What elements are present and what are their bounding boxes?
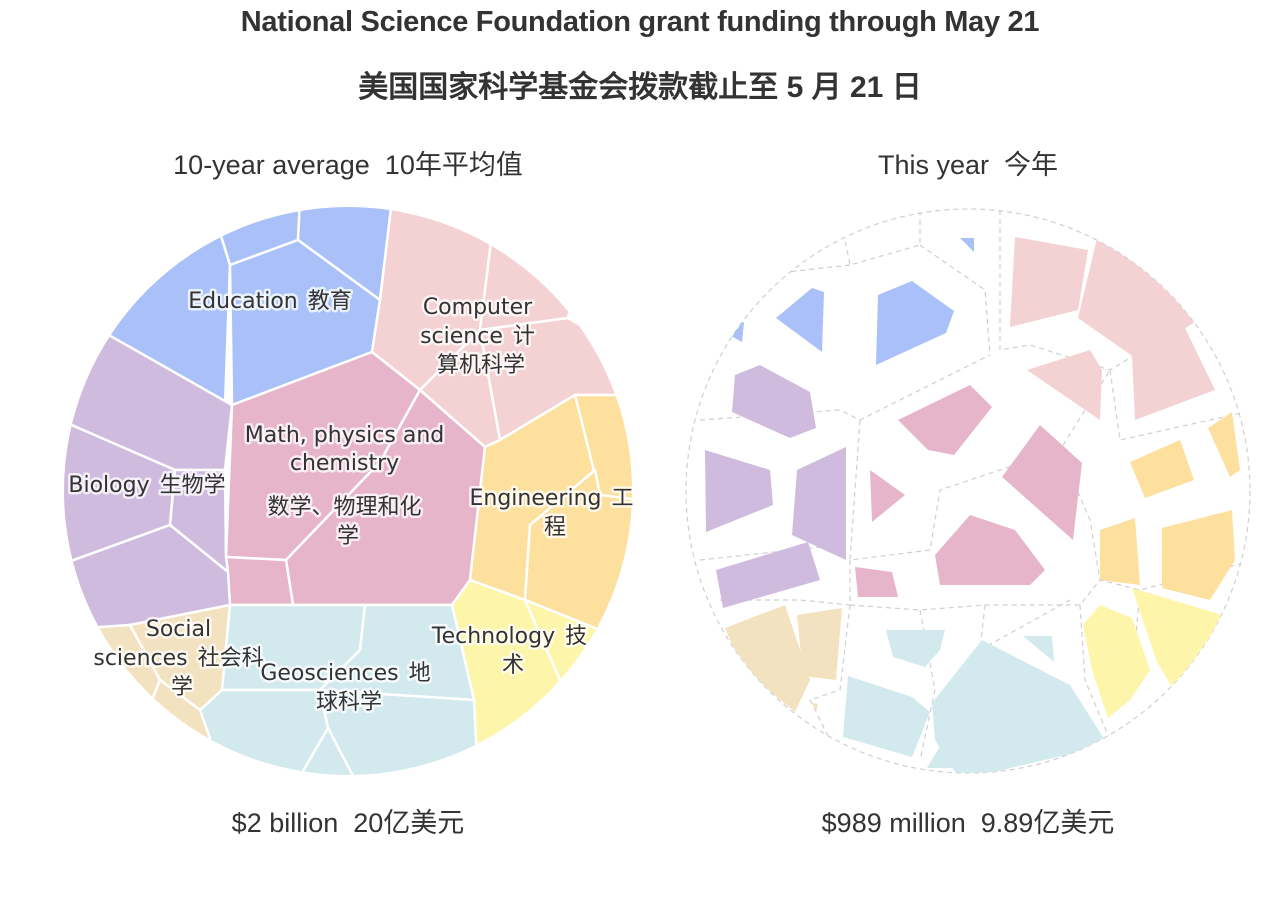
cell-math-3 <box>224 555 295 607</box>
chart-title-zh: 美国国家科学基金会拨款截止至 5 月 21 日 <box>358 71 922 104</box>
left-total-en: $2 billion <box>231 808 339 838</box>
rcell-bio-1 <box>732 365 816 438</box>
rcell-education-2 <box>876 281 954 365</box>
rcell-geo-3 <box>843 676 930 757</box>
label-social-sciences: Social sciences 社会科 学 <box>93 617 270 700</box>
rcell-geo-2 <box>1023 636 1054 662</box>
rcell-math-4 <box>935 515 1045 585</box>
label-biology: Biology 生物学 <box>68 473 225 498</box>
right-total-zh: 9.89亿美元 <box>980 808 1115 838</box>
rcell-bio-3 <box>792 447 846 560</box>
label-computer-science: Computer science 计 算机科学 <box>420 295 542 378</box>
label-geosciences: Geosciences 地 球科学 <box>260 661 437 715</box>
right-heading: This year 今年 <box>688 143 1248 182</box>
cell-bio-3 <box>168 468 230 574</box>
rcell-education-3 <box>960 238 974 252</box>
cell-geo-5 <box>296 726 357 775</box>
rcell-geo-1 <box>886 630 945 667</box>
right-heading-zh: 今年 <box>1004 150 1059 180</box>
rcell-soc-3 <box>812 703 818 712</box>
left-voronoi-diagram: Education 教育 Computer science 计 算机科学 Math,… <box>64 207 640 775</box>
right-total: $989 million 9.89亿美元 <box>688 801 1248 840</box>
rcell-bio-4 <box>716 542 820 608</box>
rcell-soc-2 <box>797 608 842 680</box>
rcell-geo-5 <box>927 738 958 768</box>
rcell-cs-2 <box>1078 226 1208 360</box>
label-engineering: Engineering 工 程 <box>469 486 640 540</box>
right-heading-en: This year <box>877 150 990 180</box>
label-technology: Technology 技 术 <box>431 624 594 678</box>
rcell-math-2 <box>1002 425 1082 540</box>
rcell-eng-4 <box>1162 510 1235 600</box>
label-education: Education 教育 <box>188 289 352 314</box>
rcell-tech-2 <box>1132 588 1232 700</box>
left-total: $2 billion 20亿美元 <box>68 801 628 840</box>
right-total-en: $989 million <box>821 808 966 838</box>
rcell-soc-1 <box>725 605 810 712</box>
left-heading: 10-year average 10年平均值 <box>68 143 628 182</box>
rcell-eng-1 <box>1208 412 1240 477</box>
rcell-eng-2 <box>1130 440 1194 498</box>
cell-geo-4 <box>318 688 480 775</box>
rcell-education-1 <box>776 288 824 352</box>
left-total-zh: 20亿美元 <box>353 808 465 838</box>
right-voronoi-diagram <box>685 208 1251 774</box>
left-heading-zh: 10年平均值 <box>384 150 523 180</box>
label-math: Math, physics and chemistry 数学、物理和化 学 <box>245 423 451 549</box>
rcell-math-1 <box>898 385 992 455</box>
rcell-geo-4 <box>932 640 1108 773</box>
rcell-tech-1 <box>1083 605 1150 718</box>
left-heading-en: 10-year average <box>173 150 370 180</box>
rcell-education-4 <box>720 322 744 342</box>
rcell-eng-3 <box>1100 518 1140 585</box>
rcell-math-5 <box>855 567 898 597</box>
rcell-cs-1 <box>1010 237 1088 327</box>
rcell-math-3 <box>870 470 905 522</box>
rcell-cs-3 <box>1027 350 1102 420</box>
chart-title: National Science Foundation grant fundin… <box>240 6 1040 38</box>
rcell-bio-2 <box>705 450 773 532</box>
rcell-cs-4 <box>1132 328 1215 420</box>
